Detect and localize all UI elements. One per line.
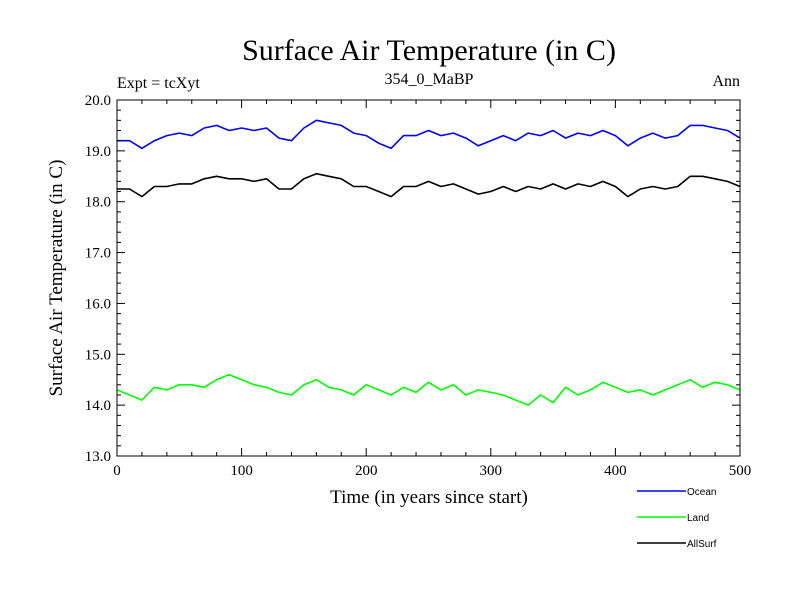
experiment-label: Expt = tcXyt	[117, 75, 200, 92]
x-axis-label: Time (in years since start)	[330, 487, 528, 508]
y-axis: 13.0 14.0 15.0 16.0 17.0 18.0 19.0 20.0	[85, 93, 740, 465]
series-line-allsurf	[117, 172, 741, 198]
series-line-ocean	[117, 119, 741, 150]
y-tick-label: 19.0	[85, 144, 111, 160]
x-tick-label: 0	[113, 463, 121, 479]
x-tick-label: 500	[729, 463, 752, 479]
y-tick-label: 16.0	[85, 296, 111, 312]
chart-subtitle: 354_0_MaBP	[385, 71, 474, 88]
y-tick-label: 18.0	[85, 195, 111, 211]
y-axis-label: Surface Air Temperature (in C)	[46, 160, 67, 397]
legend-label-land: Land	[687, 513, 709, 524]
legend-label-ocean: Ocean	[687, 487, 716, 498]
legend-label-allsurf: AllSurf	[687, 539, 717, 550]
x-tick-label: 300	[480, 463, 503, 479]
series-line-land	[116, 373, 741, 406]
series-layer	[116, 119, 741, 406]
y-tick-label: 13.0	[85, 449, 111, 465]
legend: Ocean Land AllSurf	[637, 487, 717, 550]
x-axis: 0 100 200 300 400 500	[113, 100, 751, 479]
y-tick-label: 17.0	[85, 246, 111, 262]
plot-frame	[116, 99, 741, 457]
y-tick-label: 15.0	[85, 347, 111, 363]
x-tick-label: 200	[355, 463, 378, 479]
y-tick-label: 14.0	[85, 398, 111, 414]
season-label: Ann	[712, 73, 740, 90]
y-tick-label: 20.0	[85, 93, 111, 109]
chart-title: Surface Air Temperature (in C)	[242, 34, 616, 67]
x-tick-label: 400	[604, 463, 627, 479]
x-tick-label: 100	[230, 463, 253, 479]
